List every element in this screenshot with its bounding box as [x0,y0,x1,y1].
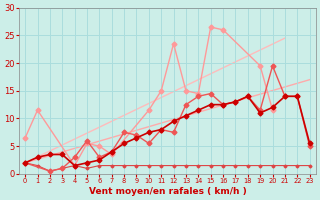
X-axis label: Vent moyen/en rafales ( km/h ): Vent moyen/en rafales ( km/h ) [89,187,246,196]
